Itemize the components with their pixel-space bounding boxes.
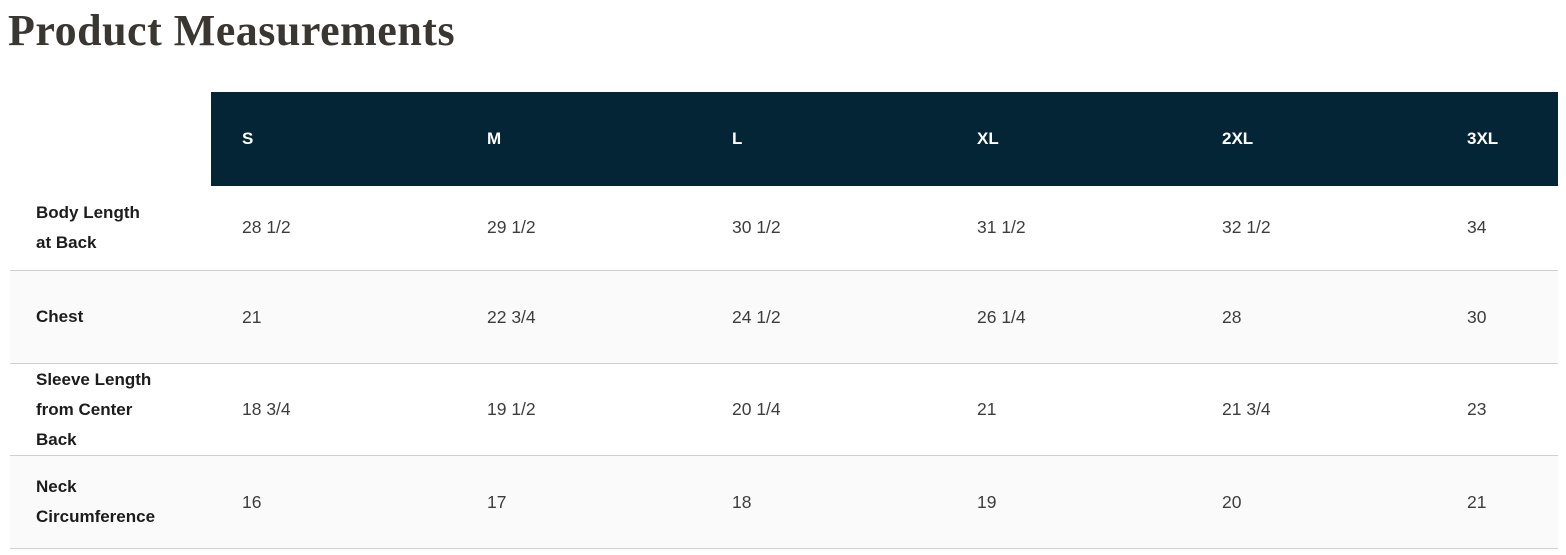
size-column-header: L [701, 91, 946, 186]
measurements-table: S M L XL 2XL 3XL Body Length at Back 28 1/2 29 … [10, 91, 1558, 550]
size-header-row: S M L XL 2XL 3XL [10, 91, 1558, 186]
size-column-header: M [456, 91, 701, 186]
table-row: Sleeve Length from Center Back 18 3/4 19 1… [10, 364, 1558, 456]
measurement-value: 19 [977, 491, 997, 512]
measurement-value: 20 [1222, 491, 1242, 512]
measurement-value: 16 [242, 491, 262, 512]
measurement-value: 18 3/4 [242, 399, 291, 420]
measurement-value: 23 [1467, 399, 1487, 420]
measurement-value: 24 1/2 [732, 306, 781, 327]
page-title: Product Measurements [8, 6, 456, 55]
measurement-value: 22 3/4 [487, 306, 536, 327]
size-column-header: S [211, 91, 456, 186]
measurement-value: 28 [1222, 306, 1242, 327]
measurements-table-container: S M L XL 2XL 3XL Body Length at Back 28 1/2 29 … [10, 91, 1558, 550]
measurement-value: 31 1/2 [977, 217, 1026, 238]
measurement-value: 30 1/2 [732, 217, 781, 238]
measurement-value: 20 1/4 [732, 399, 781, 420]
measurement-value: 30 [1467, 306, 1487, 327]
row-label: Neck Circumference [36, 477, 156, 527]
measurement-value: 19 1/2 [487, 399, 536, 420]
table-row: Neck Circumference 16 17 18 19 20 21 [10, 455, 1558, 549]
size-column-header: XL [946, 91, 1191, 186]
measurement-value: 21 [977, 399, 997, 420]
row-label: Sleeve Length from Center Back [36, 369, 152, 449]
measurement-value: 21 3/4 [1222, 399, 1271, 420]
size-column-header: 3XL [1436, 91, 1558, 186]
size-column-header: 2XL [1191, 91, 1436, 186]
measurements-table-body: Body Length at Back 28 1/2 29 1/2 30 1/2 31 … [10, 186, 1558, 549]
corner-cell [10, 91, 211, 186]
table-row: Body Length at Back 28 1/2 29 1/2 30 1/2 31 … [10, 186, 1558, 271]
measurement-value: 21 [242, 306, 262, 327]
measurement-value: 26 1/4 [977, 306, 1026, 327]
measurement-value: 29 1/2 [487, 217, 536, 238]
table-row: Chest 21 22 3/4 24 1/2 26 1/4 28 30 [10, 270, 1558, 364]
measurement-value: 17 [487, 491, 507, 512]
row-label: Chest [36, 307, 84, 327]
measurement-value: 28 1/2 [242, 217, 291, 238]
measurement-value: 34 [1467, 217, 1487, 238]
row-label: Body Length at Back [36, 202, 140, 252]
measurement-value: 21 [1467, 491, 1487, 512]
measurement-value: 32 1/2 [1222, 217, 1271, 238]
measurement-value: 18 [732, 491, 752, 512]
